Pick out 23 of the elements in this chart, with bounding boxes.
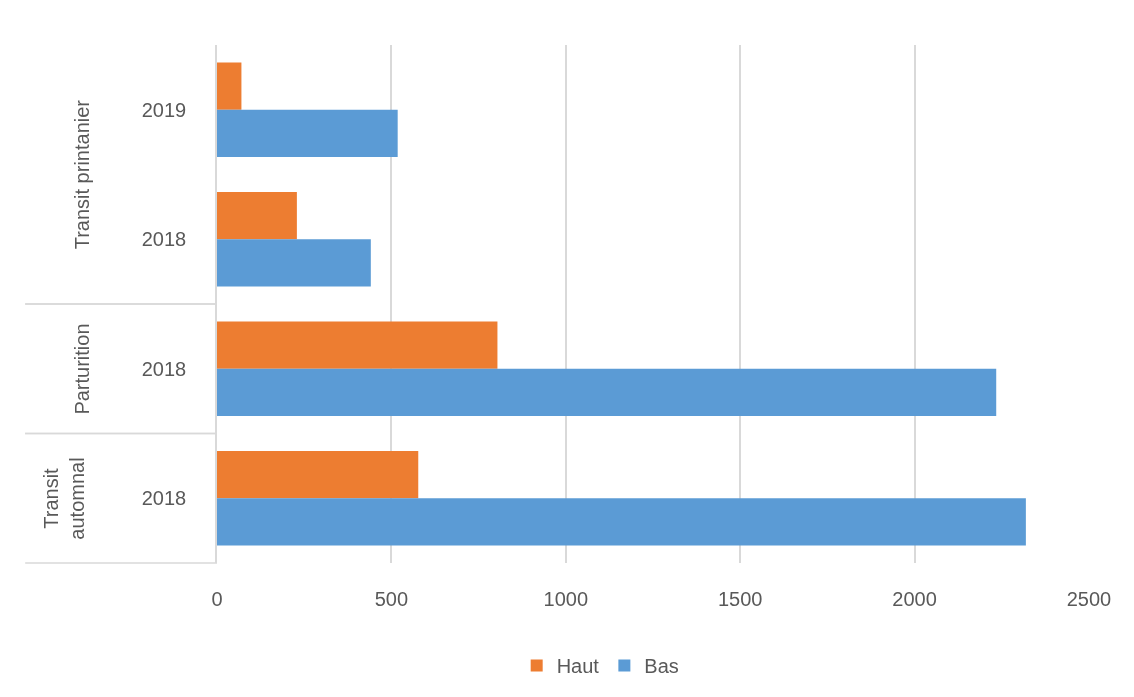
legend-label: Haut xyxy=(556,655,600,678)
bar xyxy=(217,62,242,110)
bar xyxy=(217,498,1026,546)
bar xyxy=(217,191,297,240)
bar xyxy=(217,321,498,369)
text: Transit printanier xyxy=(71,99,94,250)
bar xyxy=(217,450,419,499)
y-tick-label: 2018 xyxy=(141,487,187,510)
x-tick-label: 1000 xyxy=(543,588,589,610)
x-tick-label: 2500 xyxy=(1066,588,1112,610)
text: Parturition xyxy=(71,323,94,415)
bar xyxy=(217,239,371,287)
bar xyxy=(217,368,997,417)
text: Transit automnal xyxy=(40,457,89,540)
y-tick-label: 2019 xyxy=(141,98,187,121)
legend-label: Bas xyxy=(644,655,679,678)
y-tick-label: 2018 xyxy=(141,357,187,380)
x-tick-label: 500 xyxy=(374,588,409,610)
y-tick-label: 2018 xyxy=(141,228,187,251)
bar xyxy=(217,109,398,158)
x-tick-label: 2000 xyxy=(892,588,937,610)
x-tick-label: 1500 xyxy=(717,588,763,610)
x-tick-label: 0 xyxy=(211,588,223,610)
